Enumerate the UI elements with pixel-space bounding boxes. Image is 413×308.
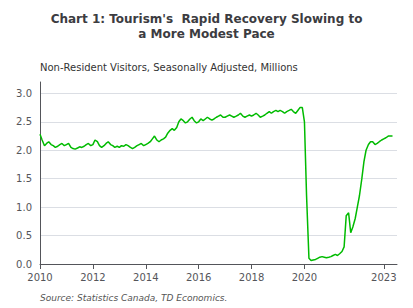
- svg-text:1.0: 1.0: [16, 202, 32, 213]
- svg-text:Chart 1: Tourism's Rapid Reco: Chart 1: Tourism's Rapid Recovery Slowin…: [51, 12, 363, 26]
- svg-text:2016: 2016: [186, 272, 211, 283]
- svg-text:2014: 2014: [133, 272, 158, 283]
- svg-text:2023: 2023: [371, 272, 396, 283]
- svg-text:2010: 2010: [27, 272, 52, 283]
- svg-text:0.5: 0.5: [16, 230, 32, 241]
- svg-text:Non-Resident Visitors, Seasona: Non-Resident Visitors, Seasonally Adjust…: [40, 62, 298, 73]
- svg-text:Source: Statistics Canada, TD: Source: Statistics Canada, TD Economics.: [40, 293, 227, 303]
- svg-text:3.0: 3.0: [16, 88, 32, 99]
- svg-text:a More Modest Pace: a More Modest Pace: [138, 27, 275, 41]
- svg-text:2012: 2012: [80, 272, 105, 283]
- svg-text:2018: 2018: [239, 272, 264, 283]
- svg-text:2.5: 2.5: [16, 116, 32, 127]
- svg-text:2020: 2020: [292, 272, 317, 283]
- svg-text:1.5: 1.5: [16, 173, 32, 184]
- svg-text:0.0: 0.0: [16, 259, 32, 270]
- svg-text:2.0: 2.0: [16, 145, 32, 156]
